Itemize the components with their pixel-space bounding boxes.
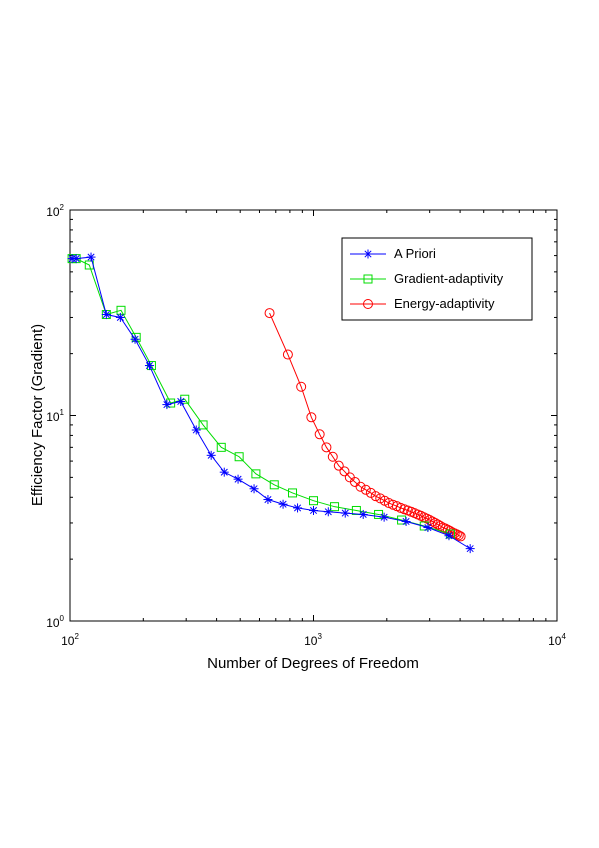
data-point: [176, 396, 186, 406]
axis-ticks: [69, 209, 558, 622]
data-point: [251, 469, 261, 479]
data-point: [234, 452, 244, 462]
data-point: [327, 451, 338, 462]
data-point: [162, 400, 172, 410]
x-tick-label-100: 102: [61, 632, 79, 648]
data-point: [115, 312, 125, 322]
series-layer: [67, 252, 475, 554]
x-tick-label-1000: 103: [304, 632, 322, 648]
data-point: [206, 450, 216, 460]
data-point: [263, 495, 273, 505]
legend-swatches: [350, 249, 386, 309]
data-point: [191, 425, 201, 435]
data-point: [323, 507, 333, 517]
x-axis-label: Number of Degrees of Freedom: [207, 655, 419, 672]
series-line: [72, 258, 451, 535]
data-point: [374, 509, 384, 519]
data-point: [86, 252, 96, 262]
data-point: [233, 474, 243, 484]
data-point: [130, 334, 140, 344]
data-point: [421, 513, 432, 524]
data-point: [445, 529, 455, 539]
data-point: [360, 484, 371, 495]
data-point: [423, 523, 433, 533]
data-point: [219, 467, 229, 477]
series-energy-adaptivity: [264, 308, 466, 542]
data-point: [278, 499, 288, 509]
data-point: [447, 527, 458, 538]
data-point: [306, 412, 317, 423]
data-point: [116, 305, 126, 315]
data-point: [309, 505, 318, 515]
data-point: [333, 460, 344, 471]
legend-label-a-priori: A Priori: [394, 246, 436, 261]
data-point: [71, 254, 81, 264]
data-point: [358, 509, 368, 519]
data-point: [296, 381, 307, 392]
data-point: [264, 308, 275, 319]
series-line: [269, 312, 461, 537]
data-point: [144, 361, 154, 371]
data-point: [370, 491, 381, 502]
y-axis-label: Efficiency Factor (Gradient): [29, 324, 46, 506]
data-point: [288, 488, 298, 498]
data-point: [101, 310, 111, 320]
data-point: [427, 516, 438, 527]
data-point: [355, 481, 366, 492]
data-point: [339, 466, 350, 477]
data-point: [351, 505, 361, 515]
data-point: [444, 531, 454, 541]
data-point: [321, 442, 332, 453]
data-point: [249, 484, 259, 494]
x-tick-label-10000: 104: [548, 632, 566, 648]
legend-label-gradient-adaptivity: Gradient-adaptivity: [394, 271, 504, 286]
legend-swatch-marker: [363, 299, 373, 309]
data-point: [340, 508, 350, 518]
legend-label-energy-adaptivity: Energy-adaptivity: [394, 296, 495, 311]
data-point: [455, 531, 466, 542]
data-point: [216, 442, 226, 452]
data-point: [432, 519, 443, 530]
data-point: [330, 502, 340, 512]
y-tick-label-1: 100: [46, 614, 64, 630]
legend: A Priori Gradient-adaptivity Energy-adap…: [341, 237, 533, 321]
data-point: [379, 512, 389, 522]
series-a-priori: [67, 252, 475, 554]
legend-swatch-marker: [363, 274, 373, 284]
data-point: [465, 544, 475, 554]
legend-swatch-marker: [363, 249, 373, 259]
data-point: [269, 480, 279, 490]
data-point: [401, 516, 411, 526]
data-point: [424, 515, 435, 526]
y-tick-label-100: 102: [46, 203, 64, 219]
data-point: [293, 503, 303, 513]
data-point: [309, 496, 318, 506]
data-point: [430, 517, 441, 528]
data-point: [282, 349, 293, 360]
data-point: [198, 420, 208, 430]
y-tick-label-10: 101: [46, 408, 64, 424]
data-point: [314, 429, 325, 440]
